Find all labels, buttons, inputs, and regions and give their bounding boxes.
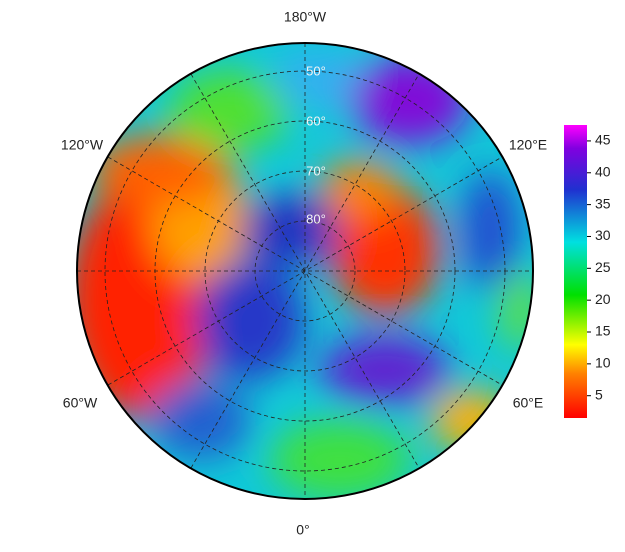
latitude-label: 60° (306, 113, 326, 128)
longitude-label: 0° (296, 522, 309, 538)
longitude-label: 60°E (513, 395, 544, 411)
map-border (76, 42, 534, 500)
colorbar-tick-label: 20 (595, 291, 611, 307)
latitude-label: 80° (306, 211, 326, 226)
colorbar-tick-label: 10 (595, 355, 611, 371)
colorbar-tick-label: 30 (595, 227, 611, 243)
longitude-label: 60°W (63, 395, 98, 411)
colorbar-tick-label: 35 (595, 195, 611, 211)
latitude-label: 50° (306, 63, 326, 78)
colorbar-tick-label: 25 (595, 259, 611, 275)
latitude-label: 70° (306, 163, 326, 178)
colorbar-tick-label: 15 (595, 323, 611, 339)
colorbar-ticks: 5 10 15 20 25 30 35 40 45 (587, 132, 611, 402)
colorbar-tick-label: 45 (595, 132, 611, 148)
colorbar-tick-label: 40 (595, 163, 611, 179)
longitude-label: 120°W (61, 137, 104, 153)
longitude-label: 120°E (509, 137, 547, 153)
map-field (77, 43, 533, 499)
colorbar-tick-label: 5 (595, 386, 603, 402)
longitude-label: 180°W (284, 9, 327, 25)
colorbar (564, 125, 587, 418)
